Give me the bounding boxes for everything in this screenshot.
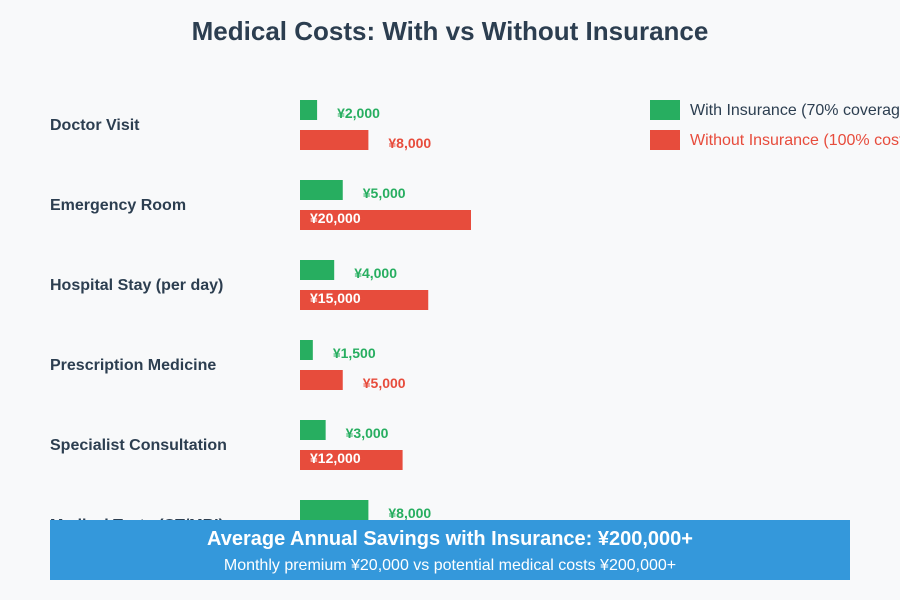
data-label: ¥5,000 <box>363 185 406 201</box>
bar-without-insurance <box>300 290 429 310</box>
bar-with-insurance <box>300 180 343 200</box>
legend-swatch-with-insurance <box>650 100 680 120</box>
banner-headline: Average Annual Savings with Insurance: ¥… <box>207 528 693 550</box>
data-label: ¥20,000 <box>310 210 361 226</box>
legend-swatch-without-insurance <box>650 130 680 150</box>
data-label: ¥12,000 <box>310 450 361 466</box>
data-label: ¥4,000 <box>354 265 397 281</box>
data-label: ¥2,000 <box>337 105 380 121</box>
chart-title: Medical Costs: With vs Without Insurance <box>192 16 709 46</box>
bar-with-insurance <box>300 500 369 520</box>
category-label: Doctor Visit <box>50 117 140 134</box>
bar-with-insurance <box>300 340 313 360</box>
category-label: Prescription Medicine <box>50 357 216 374</box>
bar-without-insurance <box>300 210 471 230</box>
bar-without-insurance <box>300 450 403 470</box>
banner-background <box>50 520 850 580</box>
data-label: ¥1,500 <box>333 345 376 361</box>
bar-with-insurance <box>300 100 318 120</box>
bar-with-insurance <box>300 260 335 280</box>
bars-group: Doctor Visit ¥2,000 ¥8,000 Emergency Room ¥5… <box>50 100 471 534</box>
data-label: ¥5,000 <box>363 375 406 391</box>
banner-subtext: Monthly premium ¥20,000 vs potential med… <box>224 557 676 574</box>
category-label: Emergency Room <box>50 197 186 214</box>
bar-without-insurance <box>300 130 369 150</box>
data-label: ¥15,000 <box>310 290 361 306</box>
legend-label-without-insurance: Without Insurance (100% cost) <box>690 132 900 149</box>
legend-label-with-insurance: With Insurance (70% coverage) <box>690 102 900 119</box>
data-label: ¥3,000 <box>346 425 389 441</box>
legend: With Insurance (70% coverage) Without In… <box>650 100 900 150</box>
bar-without-insurance <box>300 370 343 390</box>
category-label: Hospital Stay (per day) <box>50 277 223 294</box>
category-label: Specialist Consultation <box>50 437 227 454</box>
savings-banner: Average Annual Savings with Insurance: ¥… <box>50 520 850 580</box>
bar-with-insurance <box>300 420 326 440</box>
data-label: ¥8,000 <box>388 135 431 151</box>
data-label: ¥8,000 <box>388 505 431 521</box>
